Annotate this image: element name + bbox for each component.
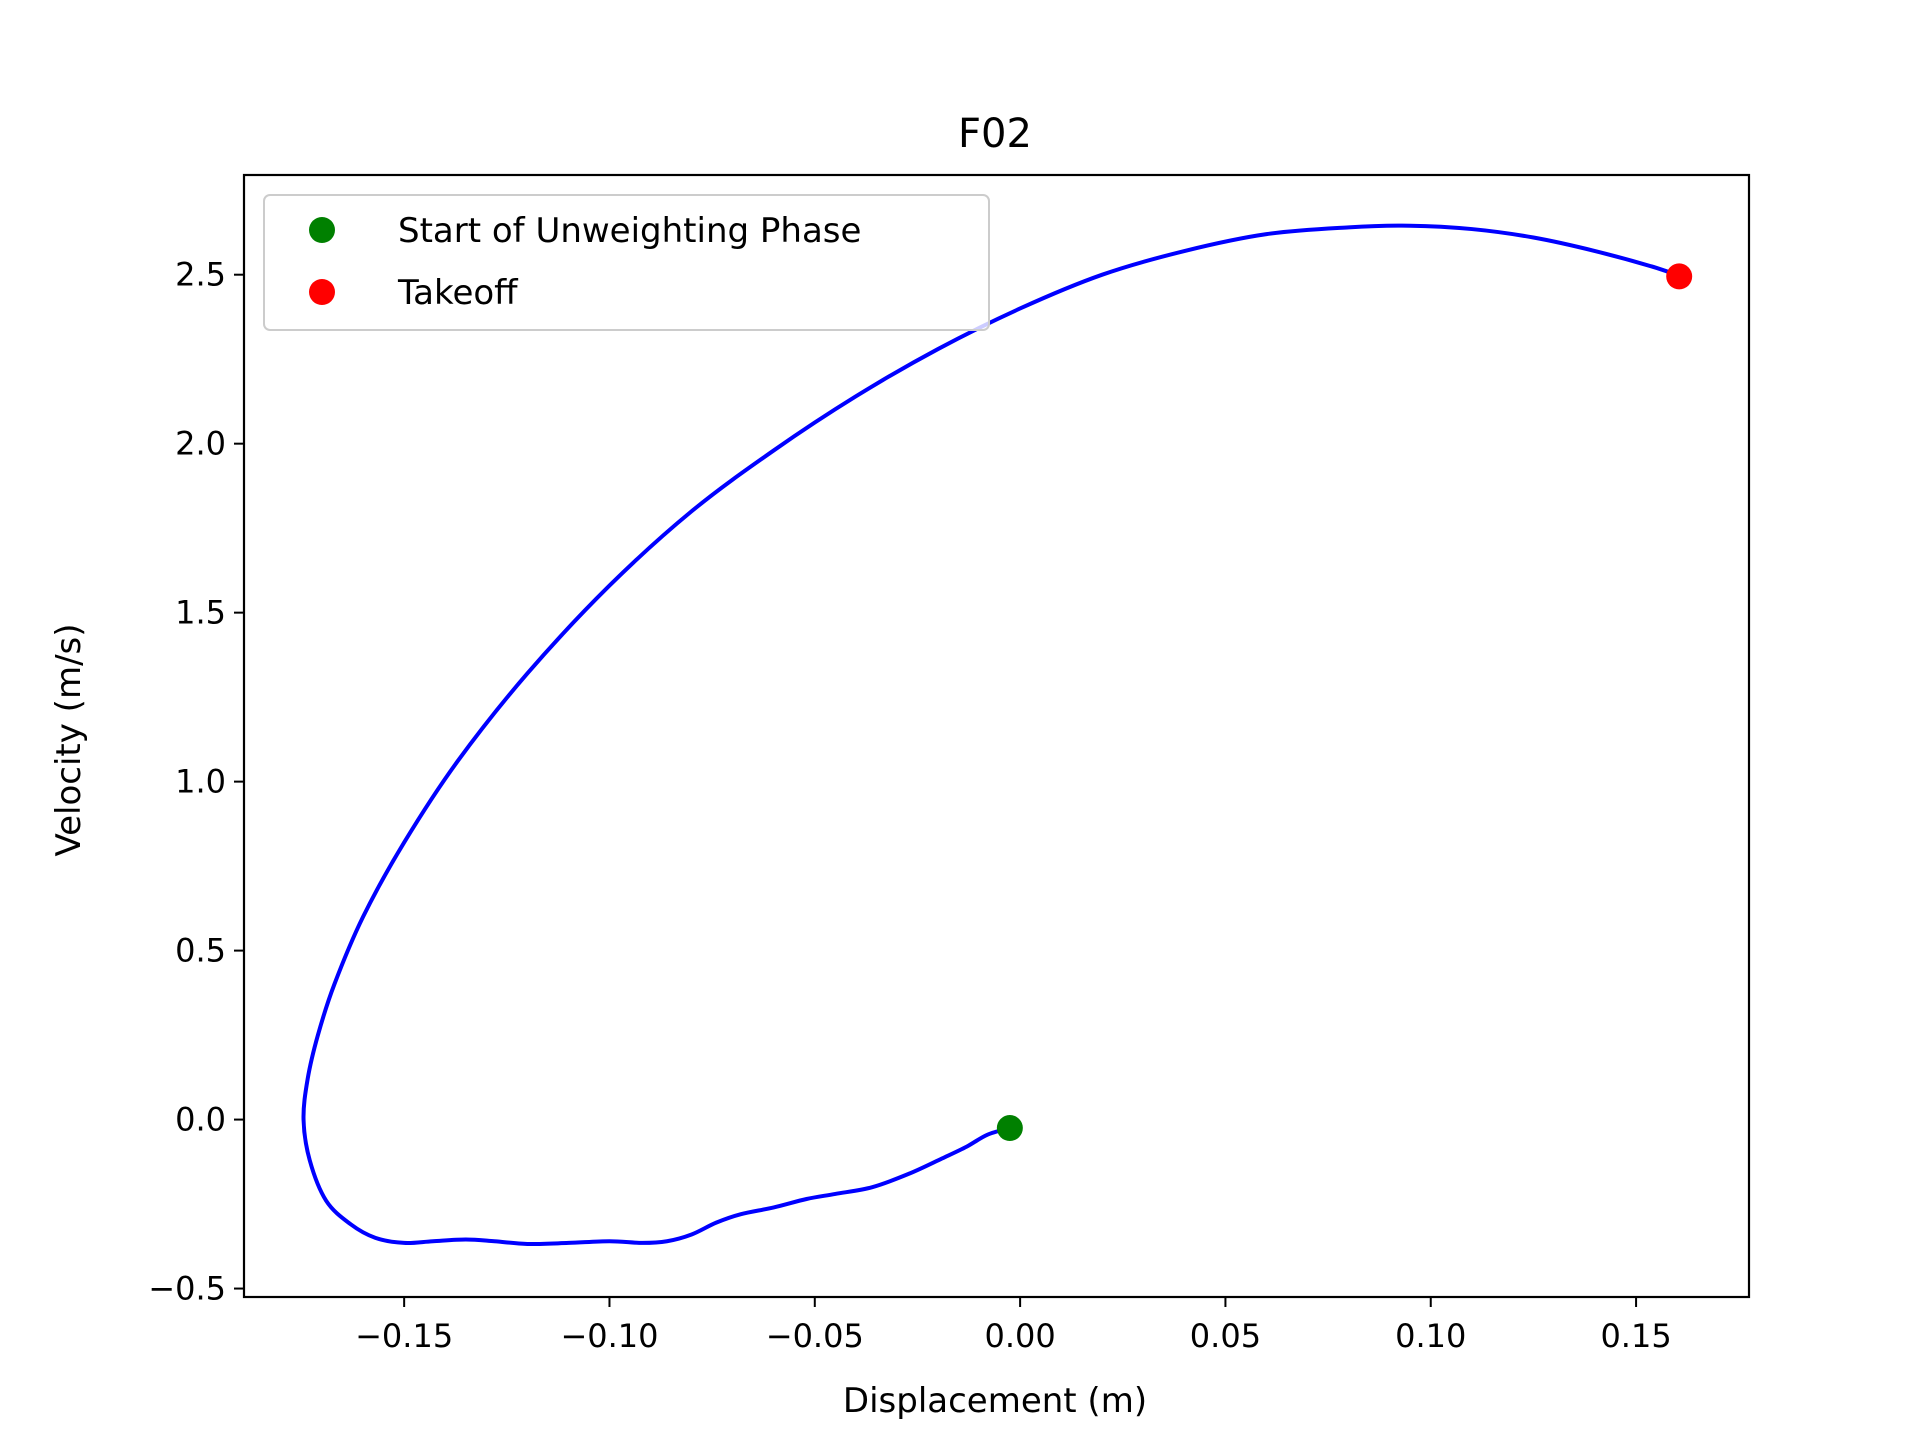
legend-marker-start bbox=[309, 217, 335, 243]
series-layer bbox=[301, 223, 1693, 1246]
legend-marker-takeoff bbox=[309, 279, 335, 305]
velocity-displacement-line bbox=[301, 223, 1682, 1246]
x-axis-ticks: −0.15 −0.10 −0.05 0.00 0.05 0.10 0.15 bbox=[355, 1297, 1672, 1355]
takeoff-point bbox=[1666, 263, 1693, 290]
x-tick-label: 0.10 bbox=[1395, 1317, 1466, 1355]
y-tick-label: 1.0 bbox=[175, 763, 226, 801]
y-tick-label: 2.0 bbox=[175, 425, 226, 463]
legend-box bbox=[263, 194, 990, 331]
legend: Start of Unweighting Phase Takeoff bbox=[263, 194, 990, 331]
legend-label-start: Start of Unweighting Phase bbox=[398, 211, 861, 251]
plot-frame bbox=[242, 173, 1751, 1299]
x-tick-label: −0.15 bbox=[355, 1317, 453, 1355]
legend-label-takeoff: Takeoff bbox=[397, 273, 519, 313]
y-axis-ticks: −0.5 0.0 0.5 1.0 1.5 2.0 2.5 bbox=[148, 256, 244, 1308]
x-tick-label: −0.05 bbox=[766, 1317, 864, 1355]
x-tick-label: −0.10 bbox=[560, 1317, 658, 1355]
x-tick-label: 0.15 bbox=[1600, 1317, 1671, 1355]
x-tick-label: 0.05 bbox=[1190, 1317, 1261, 1355]
y-tick-label: 0.5 bbox=[175, 932, 226, 970]
y-tick-label: 1.5 bbox=[175, 594, 226, 632]
y-axis-label: Velocity (m/s) bbox=[49, 623, 89, 856]
x-tick-label: 0.00 bbox=[984, 1317, 1055, 1355]
x-axis-label: Displacement (m) bbox=[843, 1381, 1147, 1421]
y-tick-label: 2.5 bbox=[175, 256, 226, 294]
chart-title: F02 bbox=[958, 111, 1032, 157]
y-tick-label: 0.0 bbox=[175, 1101, 226, 1139]
y-tick-label: −0.5 bbox=[148, 1270, 226, 1308]
start-unweighting-point bbox=[996, 1115, 1023, 1142]
